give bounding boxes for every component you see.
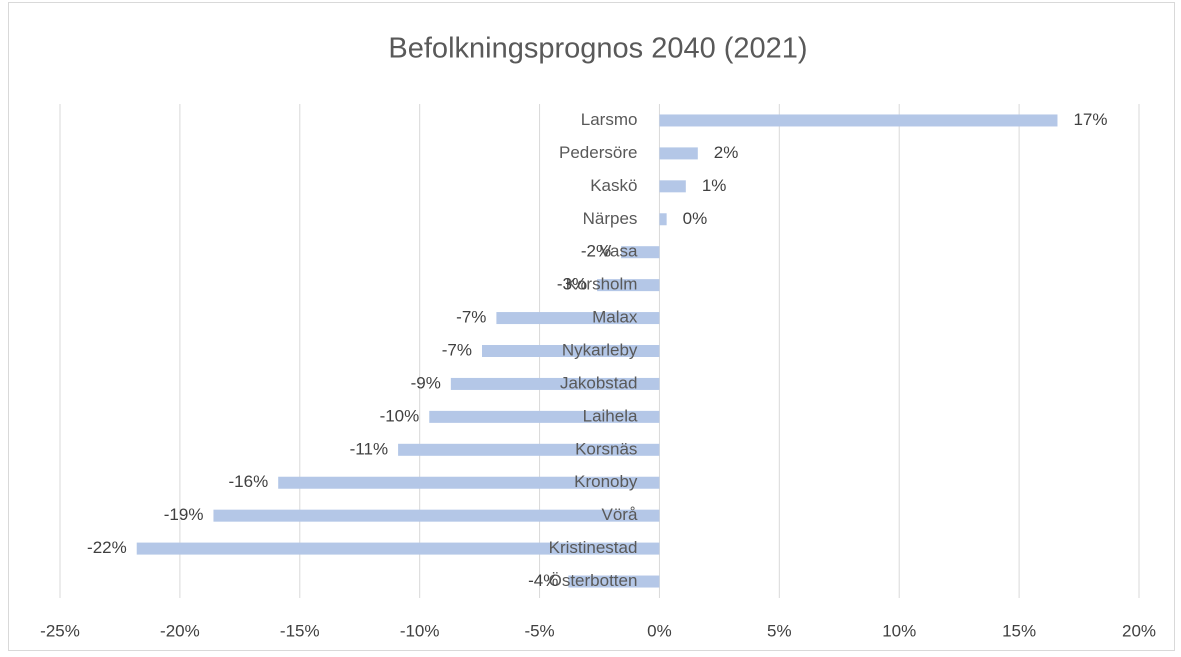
bar [659, 213, 667, 226]
bar [659, 180, 686, 193]
value-label: 0% [683, 209, 708, 228]
bar [398, 443, 660, 456]
category-label: Österbotten [549, 571, 638, 590]
category-label: Nykarleby [562, 340, 638, 359]
value-label: -10% [380, 406, 420, 425]
category-label: Korsnäs [575, 439, 637, 458]
x-tick-label: -20% [160, 621, 200, 640]
value-label: -3% [557, 275, 587, 294]
value-label: -7% [456, 308, 486, 327]
bar [659, 114, 1058, 127]
value-label: 17% [1073, 110, 1107, 129]
bar [482, 345, 660, 357]
value-label: 2% [714, 143, 739, 162]
x-tick-label: -25% [40, 621, 80, 640]
x-tick-label: 20% [1122, 621, 1156, 640]
category-label: Jakobstad [560, 373, 638, 392]
bar [568, 575, 660, 588]
x-tick-label: -15% [280, 621, 320, 640]
category-label: Kronoby [574, 472, 638, 491]
category-label: Vasa [600, 242, 638, 261]
category-label: Kristinestad [549, 538, 638, 557]
category-label: Laihela [583, 406, 638, 425]
value-label: -7% [442, 340, 472, 359]
chart-title: Befolkningsprognos 2040 (2021) [388, 33, 807, 65]
chart-border [8, 2, 1175, 651]
value-label: -19% [164, 505, 204, 524]
bar [597, 279, 660, 292]
x-tick-label: 10% [882, 621, 916, 640]
value-label: -2% [581, 242, 611, 261]
value-label: 1% [702, 176, 727, 195]
value-label: -9% [411, 373, 441, 392]
bar [496, 312, 660, 325]
x-tick-label: 5% [767, 621, 792, 640]
x-tick-label: 15% [1002, 621, 1036, 640]
value-label: -22% [87, 538, 127, 557]
bar [429, 410, 660, 423]
bar [659, 147, 698, 160]
bar [450, 377, 660, 390]
x-tick-label: -10% [400, 621, 440, 640]
category-label: Malax [592, 308, 638, 327]
bar [278, 476, 660, 489]
value-label: -11% [350, 439, 388, 458]
category-label: Larsmo [581, 110, 638, 129]
x-tick-label: -5% [524, 621, 554, 640]
category-label: Vörå [602, 505, 638, 524]
x-tick-label: 0% [647, 621, 672, 640]
value-label: -4% [528, 571, 558, 590]
bar [213, 509, 660, 522]
category-label: Närpes [583, 209, 638, 228]
category-label: Pedersöre [559, 143, 637, 162]
bar [136, 542, 660, 555]
bar [621, 246, 660, 259]
category-label: Korsholm [566, 275, 638, 294]
category-label: Kaskö [590, 176, 637, 195]
value-label: -16% [229, 472, 269, 491]
